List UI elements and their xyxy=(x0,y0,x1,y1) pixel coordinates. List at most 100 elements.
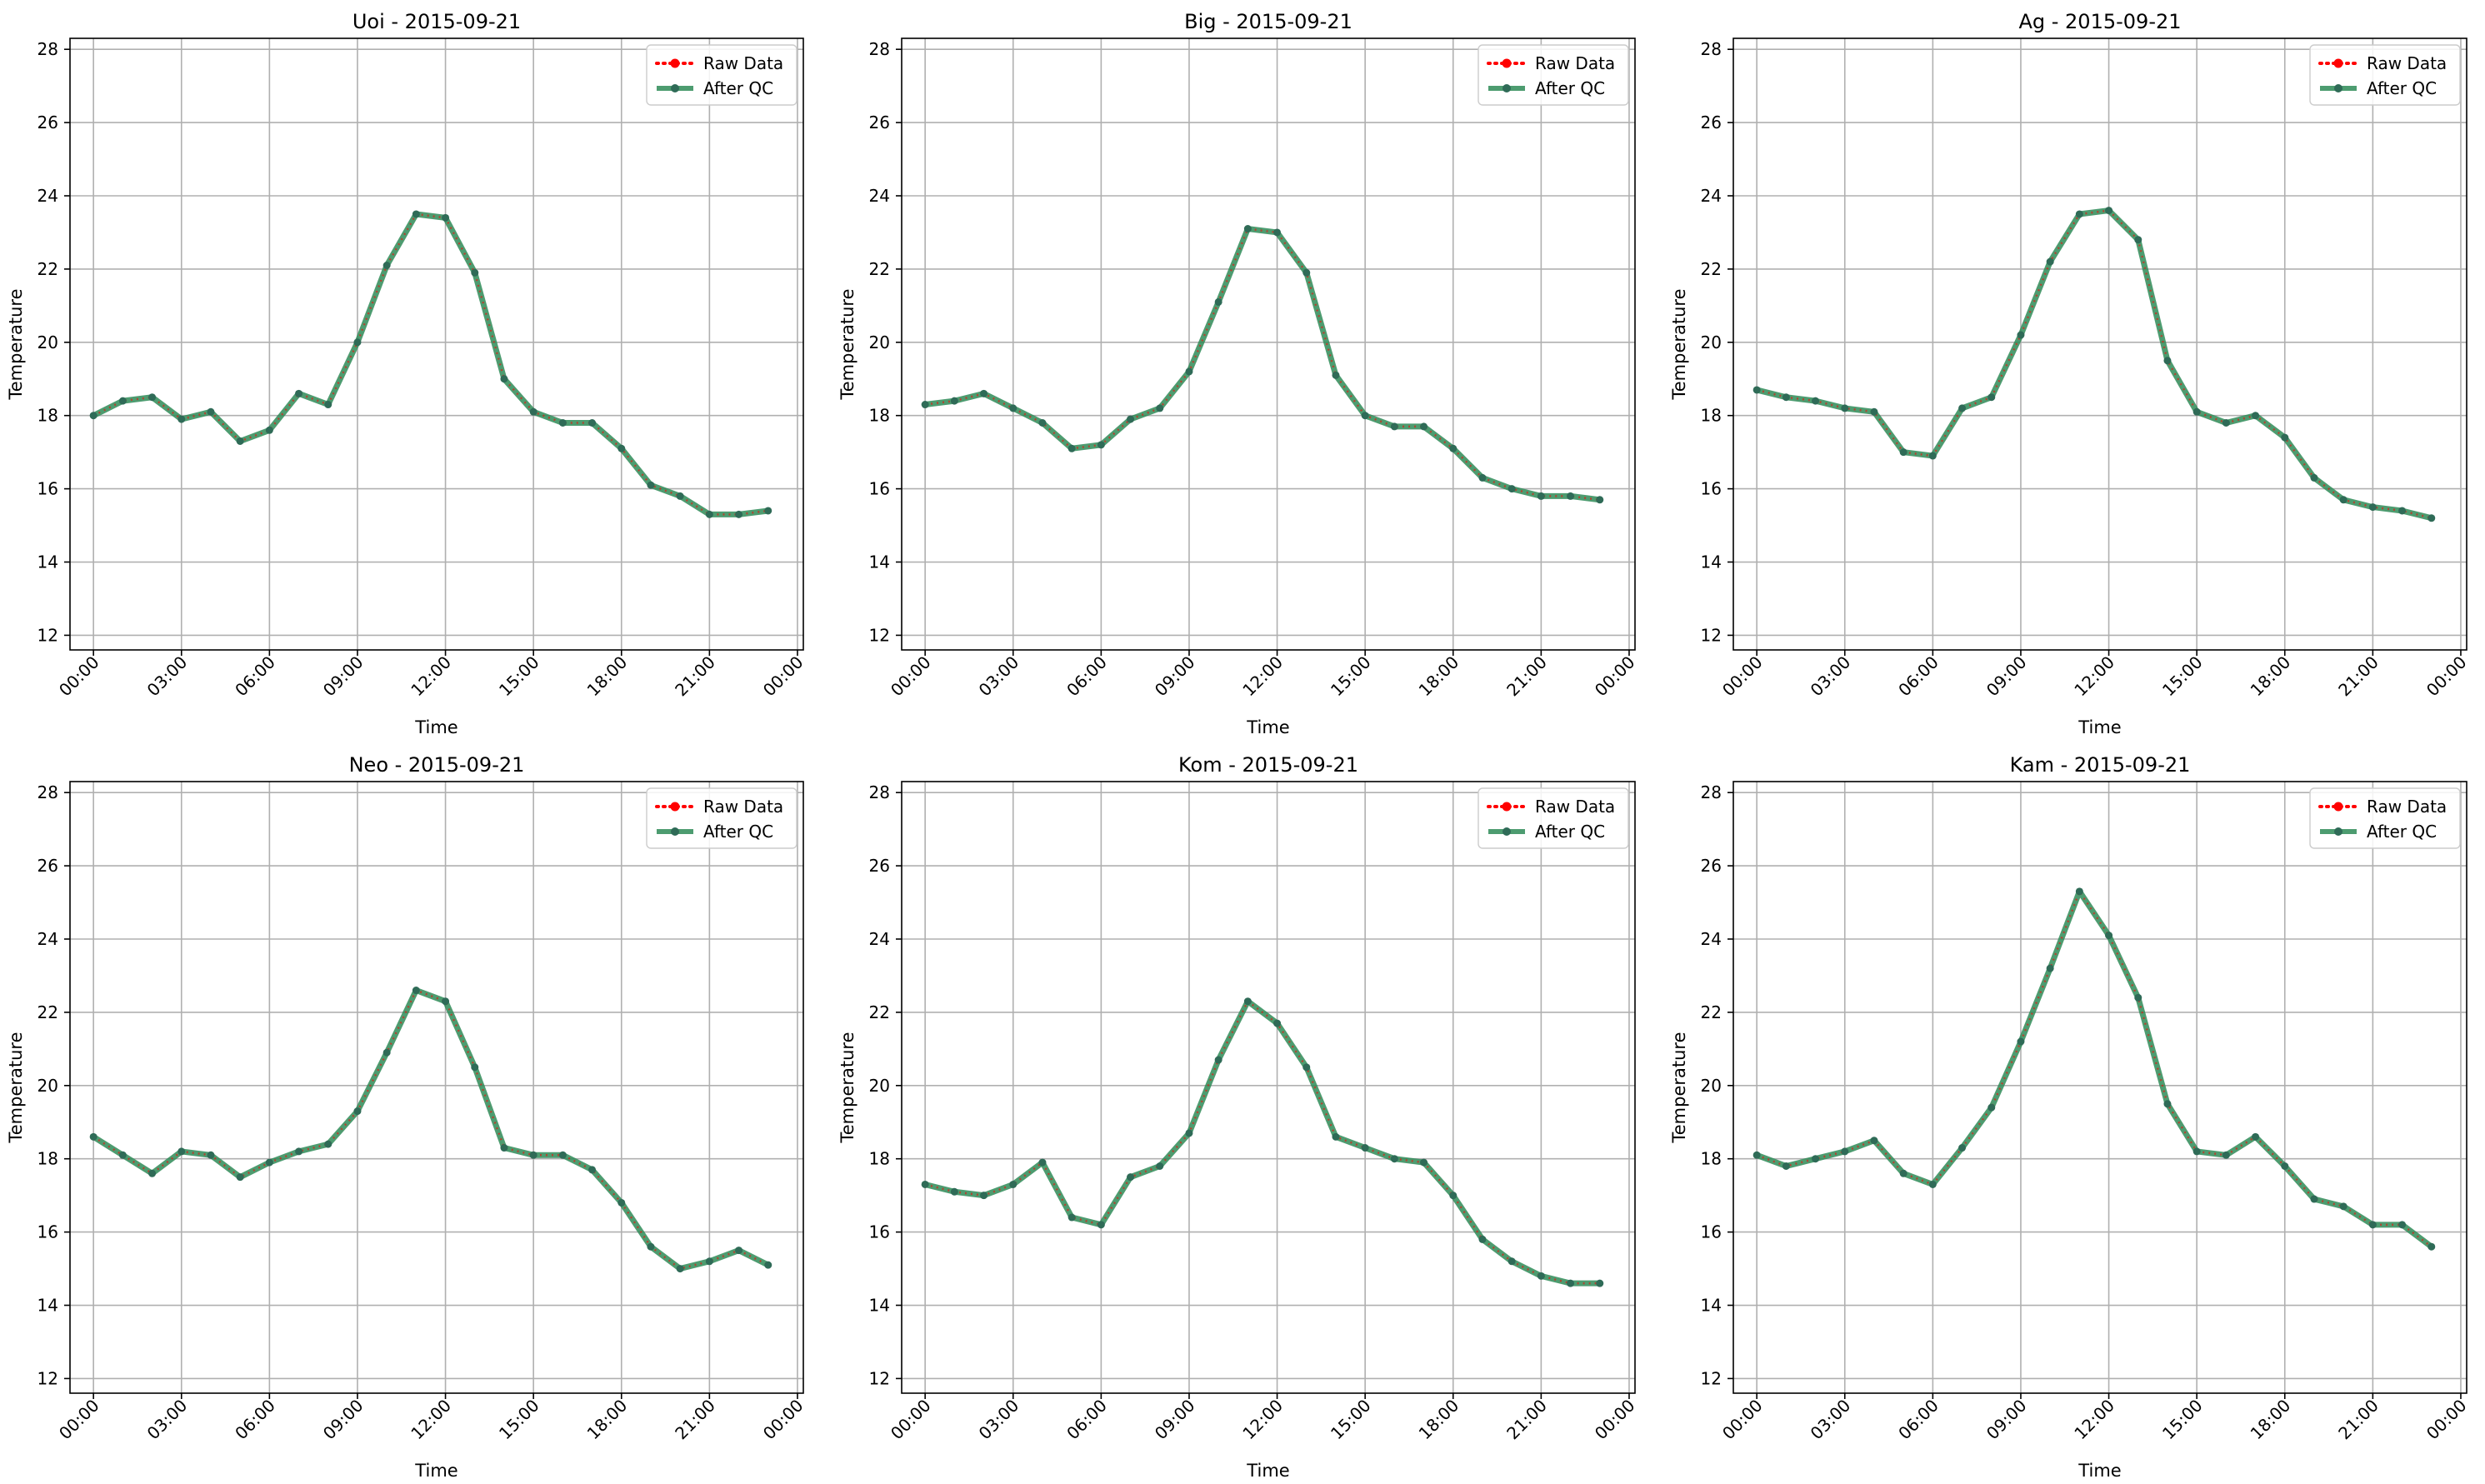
after-qc-point xyxy=(647,481,655,489)
y-tick-label: 28 xyxy=(38,782,58,802)
after-qc-point xyxy=(1899,1169,1908,1177)
raw-data-line xyxy=(92,988,769,1270)
after-qc-point xyxy=(1243,997,1252,1006)
after-qc-point xyxy=(1332,1132,1340,1141)
legend-marker-qc xyxy=(2334,827,2342,836)
after-qc-point xyxy=(529,1151,538,1159)
x-tick-label: 15:00 xyxy=(2158,1396,2207,1444)
legend-marker-qc xyxy=(1502,84,1511,92)
x-tick-label: 12:00 xyxy=(407,1396,455,1444)
after-qc-point xyxy=(324,1140,332,1148)
after-qc-point xyxy=(1596,1279,1604,1287)
after-qc-point xyxy=(735,1247,743,1255)
raw-data-line xyxy=(1756,209,2432,519)
x-tick-label: 03:00 xyxy=(975,1396,1023,1444)
after-qc-point xyxy=(1752,386,1761,394)
x-tick-label: 00:00 xyxy=(55,1396,103,1444)
legend-label-raw: Raw Data xyxy=(2367,53,2447,73)
after-qc-point xyxy=(1596,496,1604,504)
x-tick-label: 09:00 xyxy=(1982,1396,2031,1444)
x-tick-label: 00:00 xyxy=(55,652,103,701)
legend-marker-raw xyxy=(1502,802,1512,812)
x-tick-label: 15:00 xyxy=(495,1396,543,1444)
x-axis-label: Time xyxy=(2078,717,2121,737)
after-qc-point xyxy=(1449,1192,1458,1200)
legend-label-qc: After QC xyxy=(703,822,773,842)
y-tick-label: 14 xyxy=(1701,552,1722,572)
plot-area xyxy=(1733,782,2467,1393)
after-qc-point xyxy=(2398,1221,2407,1229)
after-qc-point xyxy=(1243,225,1252,233)
raw-data-line xyxy=(924,999,1600,1285)
legend-label-raw: Raw Data xyxy=(703,797,783,817)
x-tick-label: 12:00 xyxy=(407,652,455,701)
after-qc-point xyxy=(1214,297,1222,306)
after-qc-point xyxy=(236,1173,244,1182)
x-tick-label: 00:00 xyxy=(2422,1396,2471,1444)
x-tick-label: 03:00 xyxy=(143,652,192,701)
after-qc-point xyxy=(647,1242,655,1251)
x-tick-label: 21:00 xyxy=(671,1396,719,1444)
after-qc-point xyxy=(1928,452,1937,460)
y-tick-label: 16 xyxy=(38,479,58,499)
x-tick-label: 06:00 xyxy=(231,1396,279,1444)
y-tick-label: 26 xyxy=(869,856,890,876)
chart-panel: 12 14 16 18 20 22 24 26 28 00:00 03:00 06:00 09:00 12… xyxy=(6,753,807,1481)
y-tick-label: 16 xyxy=(38,1222,58,1242)
after-qc-point xyxy=(1009,404,1018,412)
x-tick-label: 15:00 xyxy=(495,652,543,701)
x-tick-label: 06:00 xyxy=(1062,652,1111,701)
x-tick-label: 03:00 xyxy=(1807,652,1855,701)
after-qc-point xyxy=(2252,412,2260,420)
x-tick-label: 18:00 xyxy=(1415,652,1463,701)
after-qc-point xyxy=(980,1192,988,1200)
after-qc-point xyxy=(1812,397,1820,405)
after-qc-point xyxy=(1537,1272,1545,1280)
y-tick-label: 28 xyxy=(1701,39,1722,59)
after-qc-point xyxy=(471,268,479,277)
y-axis-label: Temperature xyxy=(1669,1032,1689,1143)
after-qc-point xyxy=(2105,207,2113,215)
after-qc-point xyxy=(118,1151,127,1159)
after-qc-point xyxy=(2163,357,2172,365)
after-qc-point xyxy=(500,1144,508,1152)
y-tick-label: 28 xyxy=(869,782,890,802)
y-tick-label: 12 xyxy=(1701,1368,1722,1388)
after-qc-point xyxy=(2192,1147,2201,1156)
after-qc-point xyxy=(1420,422,1428,431)
y-tick-label: 28 xyxy=(1701,782,1722,802)
y-tick-label: 20 xyxy=(1701,332,1722,352)
x-tick-label: 09:00 xyxy=(319,1396,368,1444)
after-qc-point xyxy=(2134,993,2142,1002)
after-qc-point xyxy=(2222,418,2230,427)
y-tick-label: 12 xyxy=(38,1368,58,1388)
x-tick-label: 21:00 xyxy=(671,652,719,701)
after-qc-point xyxy=(1185,1129,1193,1137)
chart-title: Kam - 2015-09-21 xyxy=(2010,753,2191,777)
after-qc-point xyxy=(2017,331,2025,339)
x-tick-label: 00:00 xyxy=(759,652,808,701)
after-qc-point xyxy=(2222,1151,2230,1159)
y-tick-label: 14 xyxy=(1701,1296,1722,1316)
after-qc-point xyxy=(1567,1279,1575,1287)
after-qc-point xyxy=(236,437,244,445)
after-qc-point xyxy=(1332,371,1340,379)
legend-label-raw: Raw Data xyxy=(1535,797,1615,817)
y-tick-label: 20 xyxy=(869,332,890,352)
axes-frame xyxy=(1732,781,2468,1394)
after-qc-point xyxy=(2017,1037,2025,1046)
after-qc-point xyxy=(353,1107,362,1116)
after-qc-point xyxy=(2192,407,2201,416)
after-qc-point xyxy=(382,1048,391,1057)
after-qc-point xyxy=(2368,503,2377,512)
after-qc-point xyxy=(265,426,273,434)
x-tick-label: 00:00 xyxy=(759,1396,808,1444)
x-tick-label: 06:00 xyxy=(1062,1396,1111,1444)
y-tick-label: 28 xyxy=(38,39,58,59)
y-tick-label: 20 xyxy=(38,1076,58,1096)
after-qc-point xyxy=(705,510,713,518)
after-qc-point xyxy=(1899,448,1908,457)
after-qc-point xyxy=(89,1132,98,1141)
legend-marker-raw xyxy=(2333,802,2343,812)
after-qc-point xyxy=(1273,1019,1282,1027)
